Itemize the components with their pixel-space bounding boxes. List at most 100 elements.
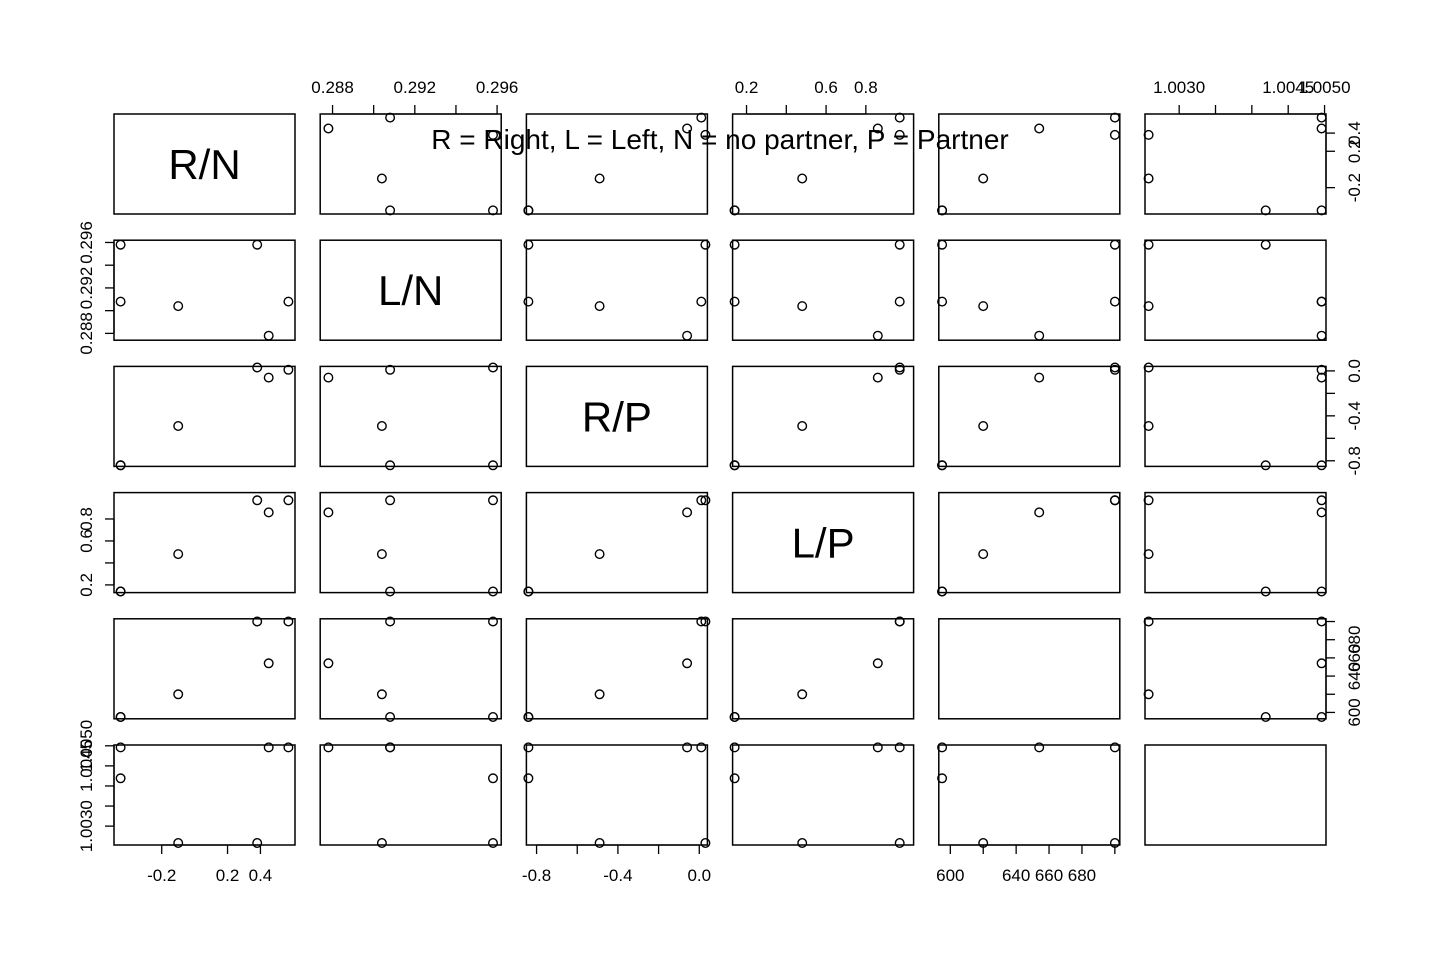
data-point-3	[682, 330, 693, 341]
data-point-4	[1143, 239, 1154, 250]
panel-frame	[113, 239, 296, 341]
data-point-5	[385, 460, 396, 471]
y-tick-label: 0.0	[1345, 359, 1364, 383]
x-tick-label: 0.0	[687, 866, 711, 885]
panel-r2-c4	[937, 362, 1121, 471]
data-point-1	[729, 239, 740, 250]
y-tick-label: 600	[1345, 698, 1364, 726]
data-point-4	[252, 495, 263, 506]
x-tick-label: 0.2	[216, 866, 240, 885]
data-point-3	[263, 658, 274, 669]
data-point-0	[283, 296, 294, 307]
panel-r5-c4	[937, 742, 1121, 849]
y-tick-label: 680	[1345, 626, 1364, 654]
data-point-0	[1109, 296, 1120, 307]
data-point-3	[872, 742, 883, 753]
data-point-4	[488, 495, 499, 506]
data-point-3	[1034, 123, 1045, 134]
data-point-0	[696, 495, 707, 506]
data-point-5	[1316, 296, 1327, 307]
data-point-1	[523, 773, 534, 784]
chart-title: R = Right, L = Left, N = no partner, P =…	[431, 124, 1008, 155]
data-point-1	[1260, 205, 1271, 216]
y-tick-label: 1.0045	[77, 740, 96, 792]
panel-frame	[319, 239, 502, 341]
data-point-4	[1143, 362, 1154, 373]
data-point-2	[1143, 301, 1154, 312]
data-point-4	[894, 129, 905, 140]
data-point-2	[797, 173, 808, 184]
x-tick-label: 0.4	[249, 866, 273, 885]
data-point-2	[594, 301, 605, 312]
data-point-4	[1109, 129, 1120, 140]
data-point-2	[594, 549, 605, 560]
data-point-5	[523, 205, 534, 216]
y-tick-label: -0.2	[1345, 173, 1364, 202]
data-point-2	[173, 421, 184, 432]
data-point-4	[1109, 495, 1120, 506]
panel-frame	[938, 239, 1121, 341]
panel-frame	[938, 365, 1121, 468]
x-tick-label: 0.292	[394, 78, 437, 97]
y-tick-label: 1.0030	[77, 800, 96, 852]
panel-frame	[319, 365, 502, 468]
panel-frame	[113, 365, 296, 468]
data-point-2	[1143, 549, 1154, 560]
x-tick-label: 600	[936, 866, 964, 885]
data-point-5	[523, 296, 534, 307]
panel-r0-c4	[937, 112, 1121, 216]
data-point-3	[682, 123, 693, 134]
data-point-2	[978, 549, 989, 560]
data-point-1	[1260, 586, 1271, 597]
data-point-3	[682, 507, 693, 518]
data-point-5	[115, 460, 126, 471]
data-point-5	[937, 296, 948, 307]
panel-r0-c5	[1143, 112, 1327, 216]
data-point-4	[252, 616, 263, 627]
panel-layer: R/N L/N R/P L/P	[113, 112, 1327, 849]
panel-r2-c0	[113, 362, 296, 471]
data-point-0	[385, 495, 396, 506]
panel-frame	[731, 744, 915, 846]
data-point-2	[376, 838, 387, 849]
panel-r5-c1	[319, 742, 502, 849]
data-point-4	[488, 838, 499, 849]
panel-frame	[1144, 491, 1327, 594]
data-point-4	[1109, 362, 1120, 373]
data-point-1	[488, 773, 499, 784]
data-point-3	[682, 658, 693, 669]
y-tick-label: -0.4	[1345, 401, 1364, 430]
x-tick-label: 1.0030	[1153, 78, 1205, 97]
panel-r3-c2	[523, 491, 711, 597]
data-point-3	[872, 658, 883, 669]
x-tick-label: -0.2	[147, 866, 176, 885]
data-point-0	[696, 112, 707, 123]
panel-r2-c2: R/P	[525, 365, 709, 468]
data-point-0	[1316, 364, 1327, 375]
data-point-4	[1109, 239, 1120, 250]
data-point-0	[385, 364, 396, 375]
data-point-3	[1034, 330, 1045, 341]
panel-r5-c5	[1144, 744, 1327, 846]
data-point-1	[115, 773, 126, 784]
data-point-0	[894, 296, 905, 307]
data-point-4	[1143, 616, 1154, 627]
variable-label: L/N	[378, 267, 443, 314]
data-point-4	[252, 362, 263, 373]
data-point-4	[700, 239, 711, 250]
data-point-2	[797, 301, 808, 312]
data-point-2	[1143, 421, 1154, 432]
data-point-5	[385, 205, 396, 216]
data-point-3	[682, 742, 693, 753]
data-point-4	[488, 129, 499, 140]
panel-frame	[525, 491, 709, 594]
panel-r5-c3	[729, 742, 915, 849]
panel-frame	[731, 618, 915, 720]
panel-r5-c0	[113, 742, 296, 849]
panel-r1-c3	[729, 239, 915, 341]
data-point-1	[729, 773, 740, 784]
panel-r4-c1	[319, 616, 502, 723]
data-point-0	[696, 296, 707, 307]
data-point-5	[1316, 460, 1327, 471]
data-point-0	[1109, 112, 1120, 123]
